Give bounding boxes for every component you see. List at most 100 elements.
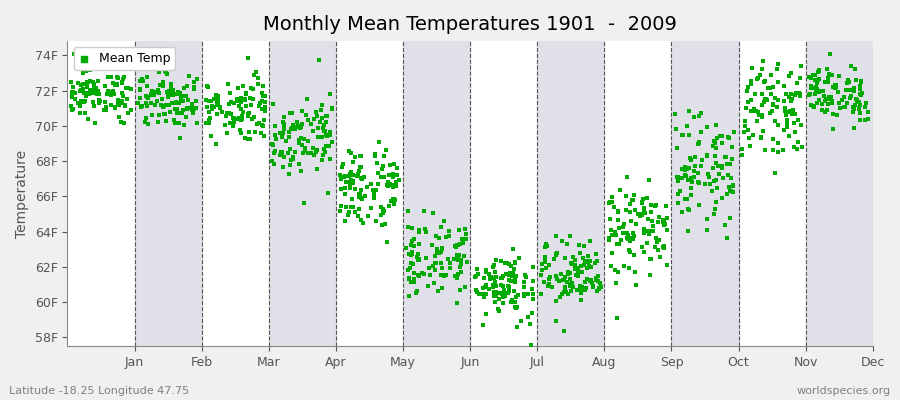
Point bbox=[636, 226, 651, 232]
Point bbox=[804, 84, 818, 90]
Point bbox=[572, 242, 586, 248]
Point bbox=[590, 250, 604, 257]
Point bbox=[274, 149, 289, 156]
Point bbox=[700, 124, 715, 130]
Point bbox=[500, 260, 515, 266]
Point bbox=[405, 251, 419, 257]
Point bbox=[150, 118, 165, 125]
Point bbox=[560, 240, 574, 247]
Point bbox=[490, 274, 504, 280]
Point bbox=[562, 283, 577, 290]
Point bbox=[325, 139, 339, 146]
Point bbox=[637, 249, 652, 255]
Point bbox=[720, 234, 734, 241]
Point bbox=[284, 156, 299, 163]
Point bbox=[371, 181, 385, 188]
Point bbox=[377, 221, 392, 227]
Point bbox=[542, 281, 556, 288]
Point bbox=[199, 119, 213, 126]
Point bbox=[383, 198, 398, 204]
Point bbox=[657, 222, 671, 228]
Point bbox=[816, 88, 831, 94]
Point bbox=[150, 87, 165, 93]
Point bbox=[725, 144, 740, 150]
Point bbox=[172, 100, 186, 106]
Point bbox=[845, 104, 859, 110]
Point bbox=[564, 260, 579, 266]
Point bbox=[550, 276, 564, 282]
Point bbox=[277, 154, 292, 160]
Point bbox=[177, 85, 192, 91]
Point bbox=[360, 184, 374, 191]
Point bbox=[459, 236, 473, 242]
Point bbox=[338, 191, 353, 198]
Point bbox=[385, 174, 400, 180]
Point bbox=[556, 277, 571, 283]
Point bbox=[226, 122, 240, 129]
Point bbox=[501, 284, 516, 291]
Point bbox=[644, 256, 658, 262]
Point bbox=[627, 269, 642, 276]
Point bbox=[508, 304, 523, 310]
Point bbox=[257, 104, 272, 110]
Point bbox=[601, 200, 616, 206]
Point bbox=[571, 265, 585, 271]
Point bbox=[346, 172, 360, 178]
Point bbox=[410, 251, 425, 257]
Point bbox=[710, 163, 724, 169]
Point bbox=[356, 176, 370, 182]
Point bbox=[207, 96, 221, 102]
Point bbox=[384, 182, 399, 188]
Point bbox=[235, 116, 249, 122]
Point bbox=[282, 134, 296, 140]
Point bbox=[812, 68, 826, 74]
Point bbox=[572, 282, 587, 289]
Point bbox=[448, 272, 463, 279]
Point bbox=[256, 93, 270, 99]
Point bbox=[542, 276, 556, 282]
Point bbox=[479, 268, 493, 275]
Point bbox=[119, 85, 133, 91]
Point bbox=[671, 200, 686, 206]
Point bbox=[316, 151, 330, 158]
Point bbox=[802, 74, 816, 81]
Point bbox=[549, 298, 563, 304]
Point bbox=[496, 283, 510, 289]
Point bbox=[281, 150, 295, 156]
Point bbox=[653, 254, 668, 260]
Point bbox=[275, 150, 290, 156]
Point bbox=[166, 87, 180, 93]
Point bbox=[210, 102, 224, 108]
Point bbox=[469, 272, 483, 279]
Point bbox=[85, 87, 99, 93]
Point bbox=[822, 94, 836, 101]
Point bbox=[682, 206, 697, 213]
Point bbox=[251, 120, 266, 126]
Point bbox=[645, 223, 660, 229]
Point bbox=[501, 283, 516, 290]
Point bbox=[755, 91, 770, 97]
Point bbox=[412, 227, 427, 234]
Point bbox=[201, 84, 215, 90]
Point bbox=[766, 102, 780, 108]
Point bbox=[585, 284, 599, 290]
Point bbox=[162, 102, 176, 108]
Point bbox=[435, 244, 449, 251]
Point bbox=[768, 95, 782, 102]
Point bbox=[348, 154, 363, 160]
Bar bbox=[806, 41, 873, 346]
Point bbox=[812, 97, 826, 104]
Point bbox=[227, 119, 241, 126]
Point bbox=[837, 94, 851, 100]
Point bbox=[99, 107, 113, 113]
Point bbox=[637, 210, 652, 216]
Point bbox=[411, 272, 426, 278]
Point bbox=[832, 104, 847, 111]
Point bbox=[415, 270, 429, 276]
Point bbox=[742, 143, 757, 149]
Point bbox=[803, 90, 817, 97]
Point bbox=[640, 195, 654, 201]
Point bbox=[405, 248, 419, 255]
Point bbox=[707, 153, 722, 159]
Point bbox=[726, 182, 741, 188]
